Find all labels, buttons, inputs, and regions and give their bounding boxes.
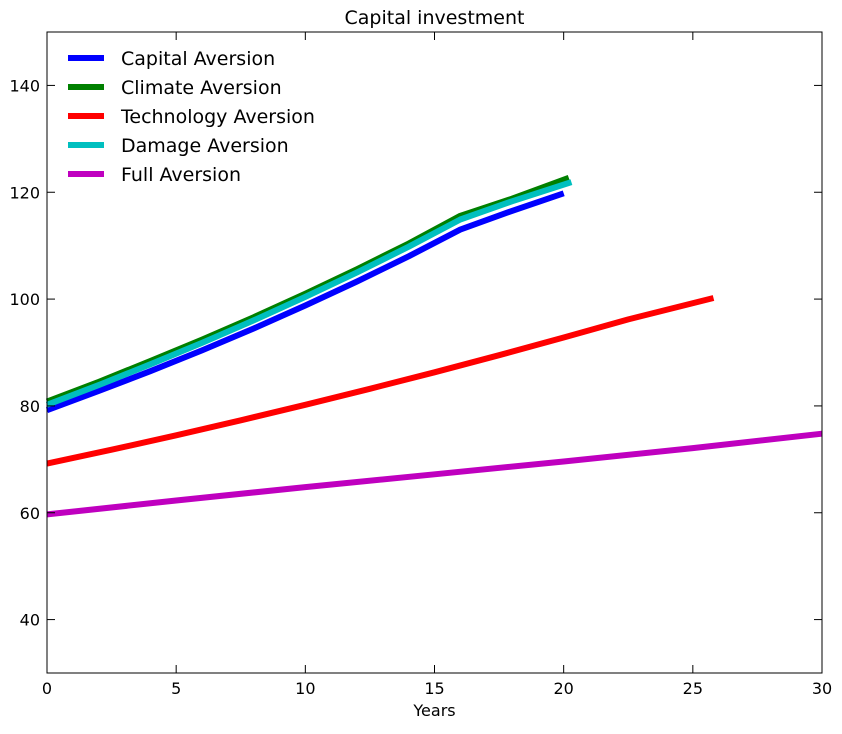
y-tick-label: 120 [9, 183, 40, 202]
series-line-full-aversion [46, 430, 823, 518]
series-line-damage-aversion [45, 179, 573, 408]
chart-title: Capital investment [345, 7, 525, 29]
y-tick-label: 140 [9, 76, 40, 95]
legend-label: Full Aversion [121, 164, 241, 186]
series-line-technology-aversion [46, 295, 715, 467]
x-tick-label: 25 [683, 679, 703, 698]
axis-ticks: 0 5 10 15 20 25 30 40 60 80 100 120 140 [9, 32, 832, 698]
y-tick-label: 60 [20, 504, 40, 523]
y-tick-label: 40 [20, 611, 40, 630]
legend-label: Damage Aversion [121, 135, 289, 157]
x-tick-label: 10 [295, 679, 315, 698]
x-tick-label: 15 [424, 679, 444, 698]
series-line-capital-aversion [45, 190, 565, 414]
series-lines [45, 174, 823, 518]
y-tick-label: 80 [20, 397, 40, 416]
x-axis-label: Years [412, 701, 455, 720]
y-tick-label: 100 [9, 290, 40, 309]
legend: Capital Aversion Climate Aversion Technolo… [68, 48, 315, 186]
x-tick-label: 0 [42, 679, 52, 698]
x-tick-label: 20 [553, 679, 573, 698]
x-tick-label: 30 [812, 679, 832, 698]
legend-label: Capital Aversion [121, 48, 275, 70]
legend-label: Climate Aversion [121, 77, 282, 99]
x-tick-label: 5 [171, 679, 181, 698]
legend-label: Technology Aversion [120, 106, 315, 128]
